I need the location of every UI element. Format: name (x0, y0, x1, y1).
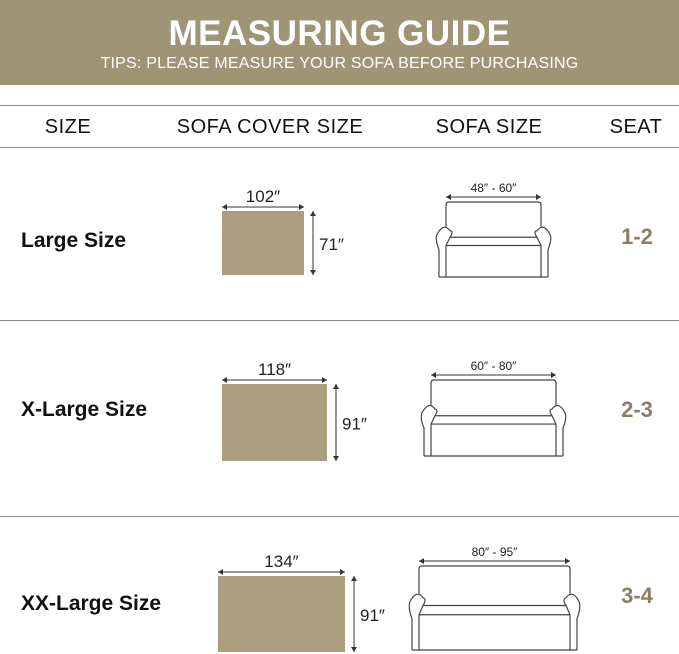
column-header-sofa-size: SOFA SIZE (435, 116, 543, 138)
column-header-size: SIZE (44, 116, 92, 138)
sofa-left-arm (435, 226, 453, 277)
divider (0, 516, 679, 517)
size-label: XX-Large Size (21, 592, 162, 615)
size-label: X-Large Size (21, 398, 148, 421)
sofa-right-arm (563, 593, 581, 650)
sofa-seat (424, 415, 563, 457)
sofa-left-arm (420, 404, 438, 456)
seat-count: 2-3 (621, 397, 653, 422)
sofa-left-arm (408, 593, 426, 650)
sofa-seat (412, 604, 577, 651)
size-label: Large Size (21, 229, 127, 252)
column-header-seat: SEAT (609, 116, 663, 138)
cover-height-label: 91″ (342, 415, 367, 434)
page-title: MEASURING GUIDE (168, 14, 511, 53)
seat-count: 1-2 (621, 224, 653, 249)
sofa-cover-swatch (222, 384, 327, 461)
sofa-right-arm (549, 404, 567, 456)
seat-count: 3-4 (621, 583, 653, 608)
sofa-size-label: 60″ - 80″ (471, 359, 518, 373)
divider (0, 320, 679, 321)
sofa-back (445, 201, 542, 227)
column-header-cover-size: SOFA COVER SIZE (176, 116, 364, 138)
sofa-back (418, 565, 571, 594)
sofa-cover-swatch (222, 211, 304, 275)
cover-width-label: 102″ (246, 187, 280, 206)
sofa-size-label: 48″ - 60″ (471, 181, 518, 195)
cover-width-label: 118″ (258, 360, 291, 379)
sofa-back (430, 379, 557, 406)
sofa-size-label: 80″ - 95″ (472, 545, 519, 559)
cover-height-label: 91″ (360, 606, 385, 625)
cover-height-label: 71″ (319, 235, 344, 254)
header-banner: MEASURING GUIDE TIPS: PLEASE MEASURE YOU… (0, 0, 679, 85)
divider (0, 105, 679, 106)
sofa-seat (439, 236, 548, 278)
cover-width-label: 134″ (264, 552, 298, 571)
page-subtitle: TIPS: PLEASE MEASURE YOUR SOFA BEFORE PU… (100, 55, 579, 72)
sofa-right-arm (534, 226, 552, 277)
sofa-cover-swatch (218, 576, 345, 652)
divider (0, 147, 679, 148)
